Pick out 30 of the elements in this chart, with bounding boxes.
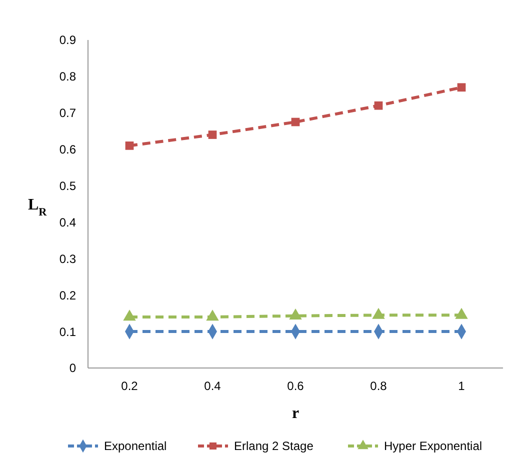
x-tick-label: 0.4 — [204, 379, 222, 393]
point — [374, 101, 383, 110]
x-tick-label: 1 — [458, 379, 466, 393]
y-tick-label: 0 — [69, 361, 76, 376]
x-tick-label: 0.8 — [370, 379, 388, 393]
point — [123, 310, 136, 321]
legend-label: Exponential — [104, 439, 167, 454]
x-tick-label: 0.6 — [287, 379, 304, 393]
point — [289, 308, 302, 320]
x-axis-title: r — [292, 405, 300, 422]
y-tick-label: 0.4 — [59, 215, 76, 230]
point — [455, 308, 468, 319]
legend-label: Hyper Exponential — [384, 439, 482, 454]
point — [372, 308, 385, 319]
y-tick-label: 0.6 — [59, 142, 76, 157]
legend-label: Erlang 2 Stage — [234, 439, 314, 454]
y-tick-label: 0.8 — [59, 70, 76, 84]
point — [208, 130, 217, 139]
point — [291, 118, 300, 126]
x-tick-label: 0.2 — [121, 379, 138, 393]
y-tick-label: 0.2 — [59, 288, 76, 302]
point — [206, 310, 219, 321]
y-axis-title: L$_{R}$ — [28, 196, 48, 219]
y-tick-label: 0.5 — [59, 178, 76, 193]
y-tick-label: 0.7 — [59, 106, 76, 120]
y-tick-label: 0.3 — [59, 252, 76, 266]
point — [125, 142, 134, 150]
y-tick-label: 0.9 — [59, 33, 76, 48]
point — [457, 83, 466, 92]
y-tick-label: 0.1 — [59, 324, 76, 339]
